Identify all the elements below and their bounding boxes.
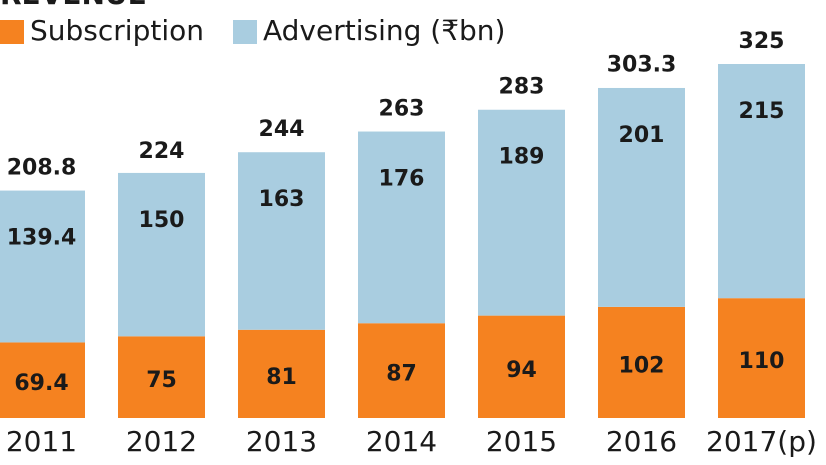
bar-segment: [358, 131, 445, 324]
bar-segment: [478, 315, 565, 418]
chart-title: REVENUE: [0, 0, 147, 11]
bar-segment: [598, 87, 685, 307]
total-label: 208.8: [7, 156, 77, 181]
value-label: 110: [739, 349, 785, 374]
total-label: 244: [259, 117, 305, 142]
bar-segment: [0, 190, 85, 343]
bar-segment: [718, 298, 805, 418]
total-label: 224: [139, 139, 185, 164]
bar-segment: [118, 336, 205, 418]
x-tick-label: 2011: [6, 425, 77, 458]
x-tick-label: 2014: [366, 425, 437, 458]
total-label: 283: [499, 75, 545, 100]
legend-swatch: [233, 20, 257, 44]
x-tick-label: 2017(p): [706, 425, 817, 458]
value-label: 176: [379, 167, 425, 192]
value-label: 201: [619, 123, 665, 148]
value-label: 102: [619, 353, 665, 378]
bar-segment: [238, 329, 325, 418]
value-label: 163: [259, 187, 305, 212]
legend-swatch: [0, 20, 24, 44]
bar-segment: [358, 323, 445, 418]
bar-segment: [238, 152, 325, 330]
legend-label: Advertising (₹bn): [263, 14, 505, 47]
value-label: 150: [139, 208, 185, 233]
value-label: 189: [499, 145, 545, 170]
value-label: 94: [506, 358, 537, 383]
bar-segment: [118, 172, 205, 337]
total-label: 303.3: [607, 53, 677, 78]
value-label: 69.4: [14, 371, 68, 396]
legend-label: Subscription: [30, 14, 204, 47]
value-label: 75: [146, 368, 177, 393]
total-label: 325: [739, 29, 785, 54]
x-tick-label: 2015: [486, 425, 557, 458]
bar-segment: [478, 109, 565, 316]
value-label: 215: [739, 99, 785, 124]
bar-segment: [0, 342, 85, 418]
total-label: 263: [379, 97, 425, 122]
bar-segment: [718, 64, 805, 299]
bar-segment: [598, 306, 685, 418]
value-label: 139.4: [7, 226, 77, 251]
value-label: 81: [266, 365, 297, 390]
x-tick-label: 2012: [126, 425, 197, 458]
value-label: 87: [386, 362, 417, 387]
x-tick-label: 2013: [246, 425, 317, 458]
x-tick-label: 2016: [606, 425, 677, 458]
